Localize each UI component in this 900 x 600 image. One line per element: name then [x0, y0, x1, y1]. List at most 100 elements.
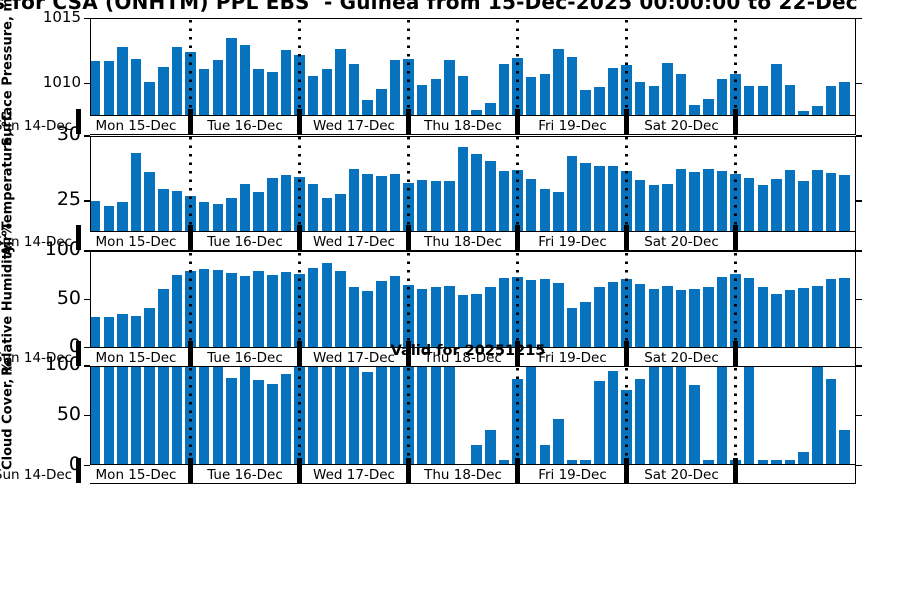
day-gridline [516, 252, 519, 347]
bar-surface_pressure [389, 59, 401, 116]
bar-surface_pressure [812, 106, 823, 116]
bar-surface_pressure [280, 49, 292, 116]
bar-air_temperature [471, 154, 482, 232]
ytick-label: 25 [56, 188, 81, 211]
bar-surface_pressure [362, 100, 373, 116]
bar-cloud_cover [812, 366, 823, 466]
bar-relative_humidity [485, 286, 496, 348]
bar-air_temperature [348, 168, 360, 232]
day-label: Tue 16-Dec [207, 349, 283, 366]
bar-cloud_cover [607, 370, 619, 466]
bar-air_temperature [226, 197, 237, 232]
bar-air_temperature [212, 204, 223, 232]
bar-relative_humidity [144, 308, 155, 348]
ylabel-cloud_cover: Cloud Cover, % [0, 361, 16, 471]
bar-surface_pressure [771, 64, 782, 116]
bar-surface_pressure [444, 60, 455, 116]
bar-surface_pressure [103, 61, 114, 116]
bar-air_temperature [307, 184, 319, 232]
bar-surface_pressure [376, 88, 387, 116]
band-separator [187, 340, 194, 366]
day-label: Sat 20-Dec [644, 467, 719, 484]
bar-surface_pressure [471, 109, 482, 116]
ytick [855, 17, 862, 20]
bar-surface_pressure [703, 99, 714, 116]
day-gridline [189, 137, 192, 231]
band-separator [514, 340, 521, 366]
bar-surface_pressure [566, 56, 578, 116]
day-label: Wed 17-Dec [313, 467, 395, 484]
band-separator [405, 340, 412, 366]
bar-air_temperature [675, 168, 687, 232]
band-separator [405, 458, 412, 484]
ytick-label: 50 [56, 402, 81, 425]
bar-relative_humidity [539, 279, 550, 348]
bar-surface_pressure [416, 84, 428, 116]
bar-cloud_cover [198, 366, 210, 466]
bar-air_temperature [335, 194, 346, 232]
bar-cloud_cover [798, 452, 809, 466]
bar-relative_humidity [784, 289, 796, 348]
bar-relative_humidity [812, 285, 823, 348]
band-separator [405, 109, 412, 134]
bar-air_temperature [158, 189, 169, 232]
bar-relative_humidity [662, 285, 673, 348]
bar-cloud_cover [539, 445, 550, 466]
bar-cloud_cover [553, 418, 564, 466]
day-label: Wed 17-Dec [313, 349, 395, 366]
bar-relative_humidity [525, 280, 537, 348]
bar-cloud_cover [648, 366, 659, 466]
bar-relative_humidity [716, 277, 728, 348]
day-label: Sat 20-Dec [644, 234, 719, 250]
band-separator [514, 458, 521, 484]
bar-air_temperature [444, 181, 455, 232]
bar-air_temperature [594, 165, 605, 232]
bar-cloud_cover [825, 378, 837, 466]
bar-relative_humidity [689, 288, 700, 348]
ytick [83, 200, 90, 202]
day-label-prev: Sun 14-Dec [0, 467, 73, 484]
bar-air_temperature [703, 168, 714, 232]
bar-surface_pressure [253, 69, 264, 116]
bar-air_temperature [321, 197, 332, 232]
day-label: Fri 19-Dec [538, 234, 607, 250]
bar-cloud_cover [784, 460, 796, 466]
band-separator [187, 109, 194, 134]
bar-air_temperature [362, 173, 373, 232]
ytick [83, 135, 90, 137]
day-label: Mon 15-Dec [95, 349, 177, 366]
day-label: Sat 20-Dec [644, 118, 719, 134]
ytick-label: 1010 [42, 73, 81, 92]
bar-cloud_cover [662, 366, 673, 466]
bar-cloud_cover [212, 366, 223, 466]
day-gridline [625, 367, 628, 464]
bar-cloud_cover [171, 366, 183, 466]
bar-cloud_cover [348, 366, 360, 466]
band-separator [405, 225, 412, 250]
bar-relative_humidity [226, 273, 237, 348]
bar-relative_humidity [839, 278, 850, 348]
bar-relative_humidity [498, 278, 510, 348]
day-label: Tue 16-Dec [207, 467, 283, 484]
bar-air_temperature [144, 172, 155, 232]
bar-cloud_cover [226, 377, 237, 466]
bar-relative_humidity [130, 315, 142, 348]
bar-cloud_cover [771, 460, 782, 466]
band-separator [623, 225, 630, 250]
ytick [855, 414, 862, 417]
ytick-label: 100 [44, 238, 81, 261]
bar-air_temperature [662, 184, 673, 232]
bar-cloud_cover [307, 366, 319, 466]
bar-relative_humidity [335, 271, 346, 348]
day-gridline [407, 367, 410, 464]
bar-air_temperature [716, 171, 728, 232]
day-gridline [625, 137, 628, 231]
bar-air_temperature [376, 176, 387, 232]
bar-air_temperature [634, 180, 646, 232]
bar-cloud_cover [675, 366, 687, 466]
bar-cloud_cover [239, 366, 251, 466]
band-separator [296, 109, 303, 134]
bar-relative_humidity [444, 285, 455, 348]
bar-relative_humidity [825, 279, 837, 348]
bar-surface_pressure [198, 69, 210, 116]
